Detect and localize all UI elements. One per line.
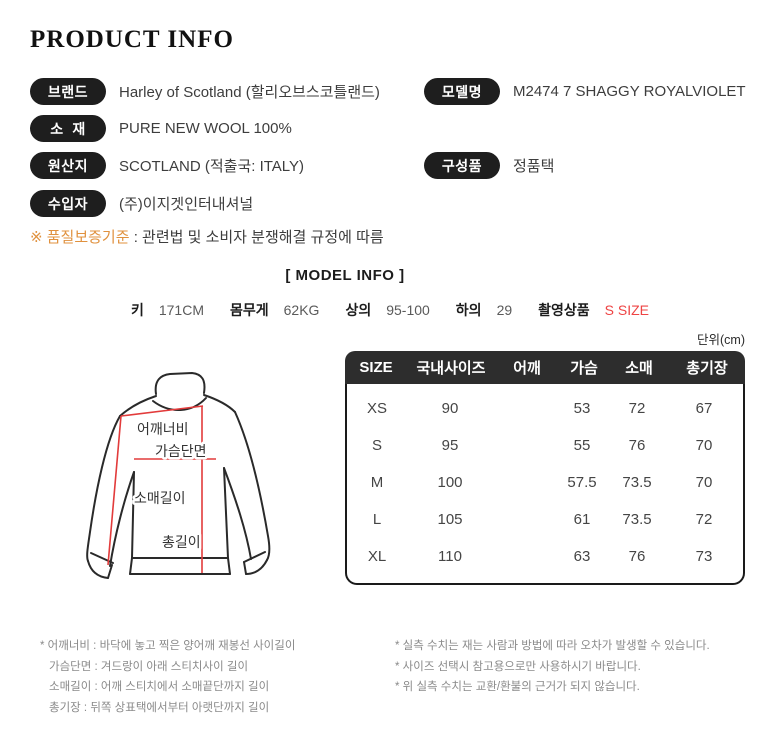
cell-chest: 63: [573, 548, 591, 565]
table-row-xl: XL 110 63 76 73: [347, 538, 743, 575]
stat-weight: 몸무게 62KG: [230, 300, 319, 320]
total-length-label: 총길이: [162, 534, 201, 550]
warranty-prefix: ※ 품질보증기준: [30, 229, 130, 246]
sweater-measurement-diagram: 어깨너비 가슴단면 소매길이 총길이: [86, 372, 271, 579]
footnote-line: * 사이즈 선택시 참고용으로만 사용하시기 바랍니다.: [395, 660, 641, 673]
model-info-heading: [ MODEL INFO ]: [285, 267, 405, 284]
info-row-origin: 원산지 SCOTLAND (적출국: ITALY): [30, 152, 304, 179]
material-label-badge: 소 재: [30, 115, 106, 142]
size-chart-table: SIZE 국내사이즈 어깨 가슴 소매 총기장 XS 90 53 72 67 S…: [345, 351, 745, 585]
stat-top-size-label: 상의: [345, 302, 372, 318]
sleeve-length-line: [107, 415, 122, 566]
components-label-badge: 구성품: [424, 152, 500, 179]
stat-height-label: 키: [130, 302, 144, 318]
stat-top-size: 상의 95-100: [345, 300, 429, 320]
stat-bottom-size: 하의 29: [456, 300, 512, 320]
footnote-line: * 어깨너비 : 바닥에 놓고 찍은 양어깨 재봉선 사이길이: [40, 640, 296, 652]
warranty-text: : 관련법 및 소비자 분쟁해결 규정에 따름: [129, 229, 384, 246]
stat-weight-value: 62KG: [283, 302, 320, 318]
stat-bottom-size-value: 29: [496, 302, 513, 318]
warranty-note: ※ 품질보증기준 : 관련법 및 소비자 분쟁해결 규정에 따름: [30, 226, 384, 247]
importer-value: (주)이지겟인터내셔널: [119, 196, 254, 213]
size-chart-header-row: SIZE 국내사이즈 어깨 가슴 소매 총기장: [345, 351, 745, 384]
cell-size: XL: [367, 548, 387, 565]
stat-worn-size-label: 촬영상품: [538, 302, 590, 318]
page-title: PRODUCT INFO: [30, 26, 234, 53]
cell-size: S: [371, 437, 382, 454]
cell-sleeve: 73.5: [622, 474, 652, 491]
stat-bottom-size-label: 하의: [455, 302, 482, 318]
cell-size: M: [370, 474, 384, 491]
stat-height-value: 171CM: [158, 302, 204, 318]
table-row-l: L 105 61 73.5 72: [347, 501, 743, 538]
footnote-line: 총기장 : 뒤쪽 상표택에서부터 아랫단까지 길이: [49, 701, 270, 714]
stat-weight-label: 몸무게: [229, 302, 269, 318]
col-size: SIZE: [359, 359, 393, 376]
brand-label-badge: 브랜드: [30, 78, 106, 105]
unit-label: 단위(cm): [697, 333, 745, 347]
cell-length: 67: [695, 400, 713, 417]
brand-value: Harley of Scotland (할리오브스코틀랜드): [119, 84, 380, 101]
table-row-xs: XS 90 53 72 67: [347, 390, 743, 427]
cell-sleeve: 73.5: [622, 511, 652, 528]
origin-value: SCOTLAND (적출국: ITALY): [119, 158, 305, 175]
cell-length: 73: [695, 548, 713, 565]
disclaimer-footnotes: * 실측 수치는 재는 사람과 방법에 따라 오차가 발생할 수 있습니다. *…: [395, 636, 710, 698]
table-row-s: S 95 55 76 70: [347, 427, 743, 464]
model-stats-row: 키 171CM 몸무게 62KG 상의 95-100 하의 29 촬영상품 S …: [0, 300, 780, 320]
chest-width-label: 가슴단면: [155, 443, 207, 459]
info-row-components: 구성품 정품택: [424, 152, 554, 179]
cell-sleeve: 76: [628, 548, 646, 565]
cell-sleeve: 72: [628, 400, 646, 417]
col-shoulder: 어깨: [513, 360, 541, 377]
cell-domestic: 105: [437, 511, 463, 528]
cell-chest: 57.5: [567, 474, 597, 491]
origin-label-badge: 원산지: [30, 152, 106, 179]
importer-label-badge: 수입자: [30, 190, 106, 217]
cell-sleeve: 76: [628, 437, 646, 454]
info-row-brand: 브랜드 Harley of Scotland (할리오브스코틀랜드): [30, 78, 380, 105]
cell-domestic: 110: [438, 548, 462, 565]
col-sleeve: 소매: [625, 360, 653, 377]
stat-top-size-value: 95-100: [386, 302, 430, 318]
cell-chest: 61: [573, 511, 591, 528]
info-row-material: 소 재 PURE NEW WOOL 100%: [30, 115, 292, 142]
stat-worn-size-value: S SIZE: [604, 302, 650, 318]
cell-domestic: 100: [437, 474, 463, 491]
cell-chest: 53: [573, 400, 591, 417]
cell-size: XS: [366, 400, 387, 417]
cell-domestic: 90: [441, 400, 459, 417]
col-total-length: 총기장: [686, 360, 728, 377]
stat-height: 키 171CM: [131, 300, 204, 320]
col-domestic-size: 국내사이즈: [416, 360, 486, 377]
model-value: M2474 7 SHAGGY ROYALVIOLET: [513, 83, 746, 100]
cell-domestic: 95: [441, 437, 459, 454]
cell-size: L: [372, 511, 382, 528]
measurement-lines: [107, 405, 216, 573]
material-value: PURE NEW WOOL 100%: [119, 120, 292, 137]
stat-worn-size: 촬영상품 S SIZE: [538, 300, 649, 320]
table-row-m: M 100 57.5 73.5 70: [347, 464, 743, 501]
sweater-outline: [86, 372, 271, 579]
info-row-importer: 수입자 (주)이지겟인터내셔널: [30, 190, 253, 217]
cell-chest: 55: [573, 437, 591, 454]
components-value: 정품택: [513, 158, 555, 175]
model-label-badge: 모델명: [424, 78, 500, 105]
footnote-line: * 실측 수치는 재는 사람과 방법에 따라 오차가 발생할 수 있습니다.: [395, 640, 710, 652]
sleeve-length-label: 소매길이: [134, 490, 186, 506]
measurement-footnotes: * 어깨너비 : 바닥에 놓고 찍은 양어깨 재봉선 사이길이 가슴단면 : 겨…: [40, 636, 295, 718]
cell-length: 72: [695, 511, 713, 528]
cell-length: 70: [695, 474, 713, 491]
info-row-model: 모델명 M2474 7 SHAGGY ROYALVIOLET: [424, 78, 746, 105]
shoulder-width-line: [120, 405, 204, 417]
shoulder-width-label: 어깨너비: [137, 421, 189, 437]
col-chest: 가슴: [570, 360, 598, 377]
cell-length: 70: [695, 437, 713, 454]
footnote-line: 가슴단면 : 겨드랑이 아래 스티치사이 길이: [49, 660, 249, 673]
size-chart-body: XS 90 53 72 67 S 95 55 76 70 M 100 57.5 …: [345, 384, 745, 585]
footnote-line: 소매길이 : 어깨 스티치에서 소매끝단까지 길이: [49, 681, 270, 693]
footnote-line: * 위 실측 수치는 교환/환불의 근거가 되지 않습니다.: [395, 681, 640, 693]
